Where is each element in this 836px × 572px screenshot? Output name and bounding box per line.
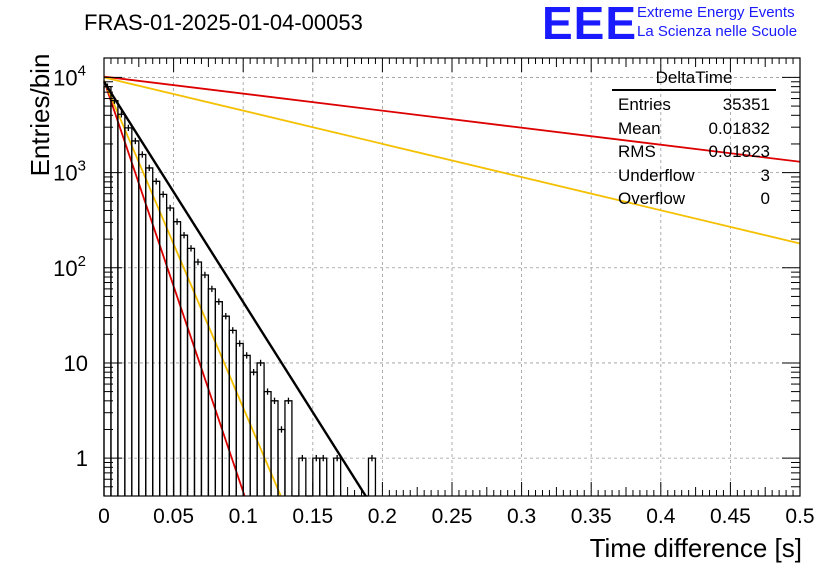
histogram-bin [263,390,272,496]
eee-logo: EEE [542,0,638,49]
histogram-bin [367,457,377,496]
tick-labels: 0 0.05 0.1 0.15 0.2 0.25 0.3 0.35 0.4 0.45 0.51101… [53,62,814,528]
stats-label: Entries [618,95,671,114]
y-tick-base: 10 [53,65,77,90]
series-line-fit [102,81,367,497]
histogram-bin [312,457,321,496]
plot-title: FRAS-01-2025-01-04-00053 [84,10,363,35]
grid [104,58,800,496]
y-tick-exponent: 2 [78,253,86,270]
stats-value: 0 [760,189,770,208]
histogram-bin [110,100,119,496]
histogram-bin [103,86,112,496]
stats-title: DeltaTime [612,68,776,91]
y-tick-exponent: 4 [78,62,86,79]
histogram-bin [221,315,230,496]
series-line-red_fast [103,80,246,497]
histogram-bin [131,140,140,496]
histogram-bin [172,221,182,496]
y-tick-base: 10 [53,161,77,186]
y-axis-label: Entries/bin [25,53,55,177]
x-tick-label: 0.05 [153,505,194,528]
histogram-bin [117,113,126,496]
stats-value: 0.01823 [708,142,770,161]
stats-label: Overflow [618,189,686,208]
x-tick-label: 0.25 [432,505,473,528]
y-tick-label: 103 [53,158,86,186]
fit-line [102,81,367,497]
histogram-bin [256,362,265,496]
stats-label: RMS [618,142,656,161]
x-tick-label: 0.35 [571,505,612,528]
histogram-bin [284,400,293,496]
stats-value: 3 [760,165,770,185]
histogram-bin [277,428,286,496]
histogram-bin [165,207,175,496]
histogram-bin [145,167,154,496]
stats-row: RMS 0.01823 [612,140,776,164]
series-line-yellow_fast [103,80,282,497]
stats-row: Mean 0.01832 [612,117,776,141]
stats-label: Mean [618,118,661,138]
x-tick-label: 0.1 [229,505,258,528]
stats-label: Underflow [618,165,695,185]
stats-value: 35351 [722,95,770,114]
eee-logo-line2: La Scienza nelle Scuole [637,23,798,40]
histogram-bin [242,354,251,496]
x-tick-label: 0.5 [785,505,814,528]
stats-box: DeltaTime Entries 35351 Mean 0.01832 RMS… [612,68,776,211]
histogram-bin [319,457,328,496]
x-axis-label: Time difference [s] [589,533,802,563]
histogram-bin [159,193,168,496]
series-line-red_slow [103,75,801,163]
x-tick-label: 0.15 [292,505,333,528]
axis-ticks [103,58,801,497]
series-line-yellow_slow [103,76,801,245]
x-tick-label: 0.2 [368,505,397,528]
stats-value: 0.01832 [708,118,770,138]
histogram-bin [124,127,133,496]
histogram-bin [298,457,307,496]
x-tick-label: 0.45 [710,505,751,528]
y-tick-label: 104 [53,62,86,90]
y-tick-base: 10 [53,256,77,281]
eee-logo-line1: Extreme Energy Events [637,4,795,21]
stats-row: Overflow 0 [612,187,776,211]
histogram-bin [333,457,342,496]
stats-row: Entries 35351 [612,93,776,117]
histogram-bin [138,153,147,496]
histogram-bin [228,329,237,496]
y-tick-exponent: 3 [78,158,86,175]
histogram-bin [214,301,223,496]
y-tick-label: 10 [64,351,88,376]
reference-curves [103,75,801,497]
x-tick-label: 0.3 [507,505,536,528]
x-tick-label: 0.4 [646,505,676,528]
x-tick-label: 0 [98,505,110,528]
y-tick-label: 1 [76,446,88,471]
stats-row: Underflow 3 [612,164,776,188]
y-tick-label: 102 [53,253,86,281]
